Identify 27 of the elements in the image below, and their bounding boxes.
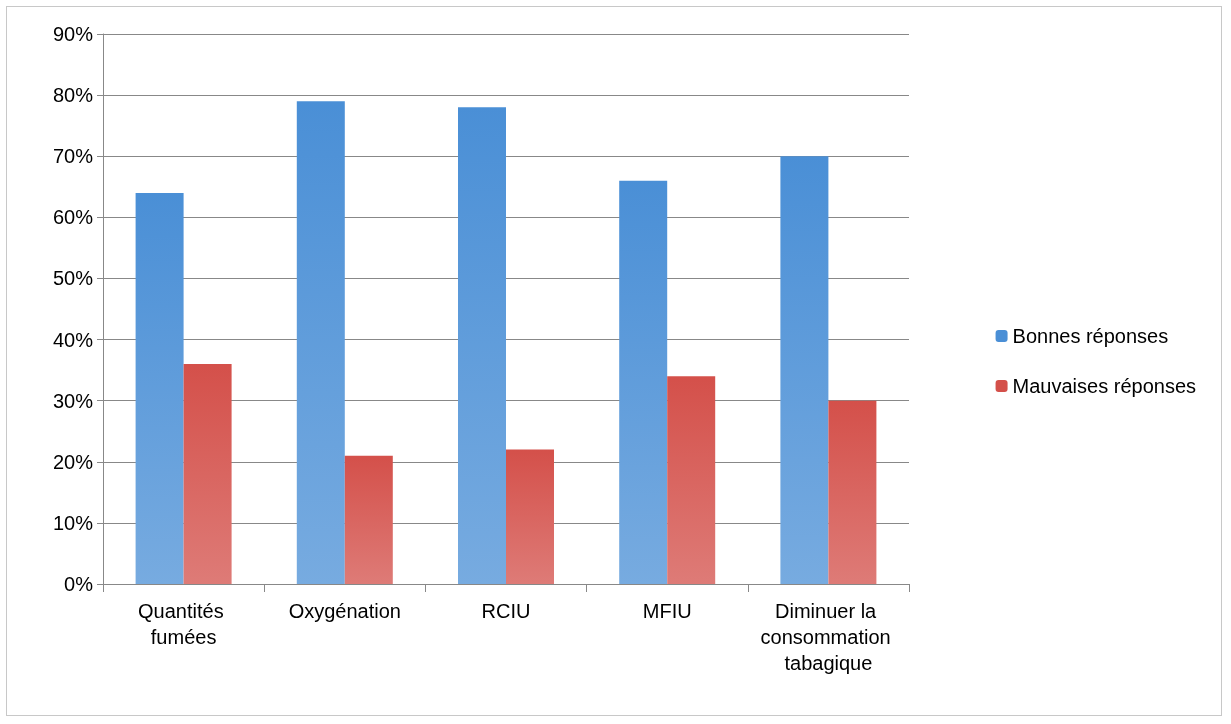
x-tick-label: MFIU (642, 600, 692, 622)
legend-label: Mauvaises réponses (1012, 375, 1197, 397)
bar (828, 400, 877, 584)
y-tick-label: 80% (52, 84, 94, 107)
bar (344, 455, 393, 584)
y-tick-label: 30% (52, 389, 94, 412)
bar (296, 101, 345, 584)
x-tick-label: Diminuer la consommation tabagique (760, 600, 897, 674)
bar (506, 449, 554, 584)
x-tick-label: Quantités fumées (138, 600, 230, 648)
legend-label: Bonnes réponses (1012, 325, 1169, 347)
y-tick-label: 60% (52, 206, 94, 229)
y-tick-label: 70% (52, 145, 94, 168)
y-tick-label: 0% (64, 573, 94, 595)
bar (780, 156, 829, 584)
y-tick-label: 40% (52, 328, 94, 351)
y-tick-label: 20% (52, 450, 94, 473)
x-tick-label: Oxygénation (288, 600, 401, 622)
y-tick-label: 10% (52, 511, 94, 534)
bar (183, 364, 232, 584)
bar (458, 107, 506, 584)
bar (135, 192, 184, 584)
x-tick-label: RCIU (481, 600, 531, 622)
bar (667, 376, 716, 584)
bar (619, 180, 668, 584)
y-tick-label: 90% (52, 23, 94, 45)
y-tick-label: 50% (52, 267, 94, 290)
